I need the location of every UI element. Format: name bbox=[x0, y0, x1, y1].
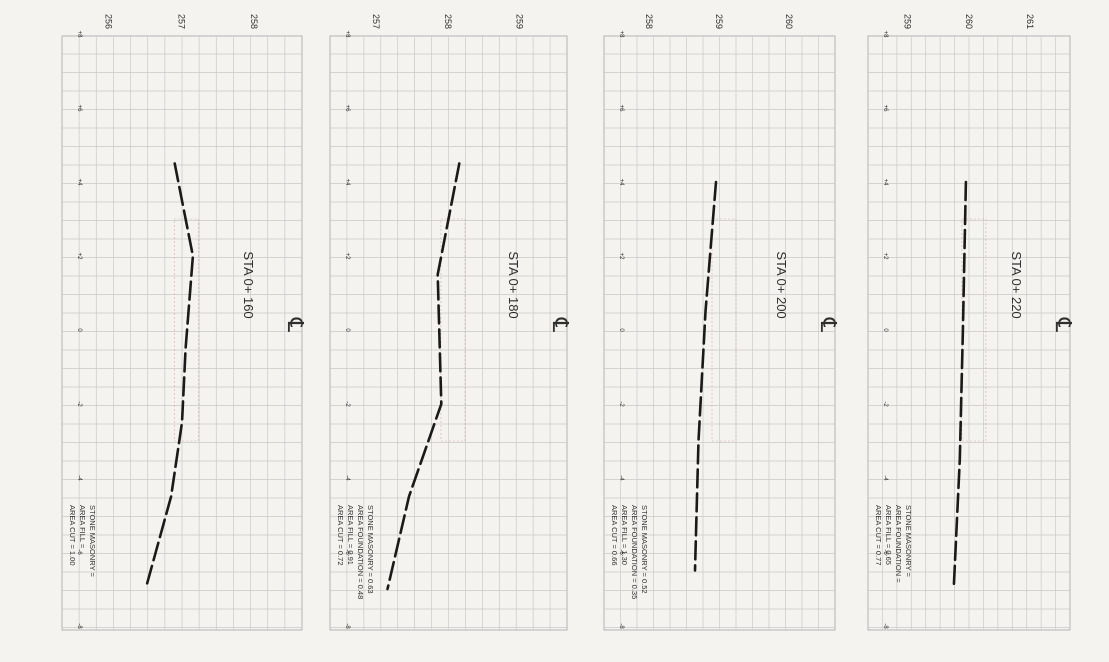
area-quantity-text: AREA CUT = 0.66 bbox=[610, 505, 619, 566]
offset-tick-label: +2 bbox=[618, 253, 624, 261]
offset-tick-label: +4 bbox=[618, 179, 624, 187]
elevation-tick-label: 259 bbox=[903, 14, 913, 29]
offset-tick-label: -6 bbox=[76, 549, 82, 555]
station-label: STA 0+ 160 bbox=[241, 251, 256, 318]
area-quantity-text: AREA FOUNDATION = 0.48 bbox=[356, 505, 365, 599]
offset-tick-label: -8 bbox=[882, 623, 888, 629]
offset-tick-label: -2 bbox=[344, 401, 350, 407]
offset-tick-label: +6 bbox=[882, 105, 888, 113]
offset-tick-label: -4 bbox=[344, 475, 350, 481]
offset-tick-label: -4 bbox=[882, 475, 888, 481]
centerline-symbol: ℄ bbox=[1051, 317, 1076, 333]
elevation-tick-label: 258 bbox=[249, 14, 259, 29]
offset-tick-label: -4 bbox=[618, 475, 624, 481]
area-quantity-text: STONE MASONRY = bbox=[904, 505, 913, 578]
cross-section-panel: 258 259 260 -8 -6 -4 -2 0 +2 +4 +6 +8 ℄ STA 0+ 200 ARE… bbox=[603, 14, 841, 631]
elevation-tick-label: 256 bbox=[104, 14, 114, 29]
offset-tick-label: 0 bbox=[882, 328, 888, 332]
elevation-tick-label: 257 bbox=[371, 14, 381, 29]
offset-tick-label: +4 bbox=[76, 179, 82, 187]
cross-section-panel: 256 257 258 -8 -6 -4 -2 0 +2 +4 +6 +8 ℄ STA 0+ 160 ARE… bbox=[61, 14, 308, 631]
elevation-tick-label: 258 bbox=[644, 14, 654, 29]
elevation-tick-label: 261 bbox=[1025, 14, 1035, 29]
offset-tick-label: -6 bbox=[882, 549, 888, 555]
area-quantity-text: AREA FOUNDATION = 0.35 bbox=[630, 505, 639, 599]
area-quantity-text: AREA CUT = 0.77 bbox=[874, 505, 883, 566]
offset-tick-label: +8 bbox=[882, 31, 888, 39]
ground-profile-line bbox=[386, 162, 461, 591]
structure-outline bbox=[961, 218, 987, 442]
offset-tick-label: 0 bbox=[618, 328, 624, 332]
elevation-tick-label: 258 bbox=[443, 14, 453, 29]
offset-tick-label: -2 bbox=[618, 401, 624, 407]
offset-tick-label: 0 bbox=[344, 328, 350, 332]
offset-tick-label: +8 bbox=[344, 31, 350, 39]
ground-profile-line bbox=[144, 162, 195, 591]
offset-tick-label: +4 bbox=[344, 179, 350, 187]
offset-tick-label: +4 bbox=[882, 179, 888, 187]
elevation-tick-label: 257 bbox=[176, 14, 186, 29]
offset-tick-label: 0 bbox=[76, 328, 82, 332]
area-quantity-text: AREA FILL = 0.65 bbox=[884, 505, 893, 565]
offset-tick-label: -4 bbox=[76, 475, 82, 481]
structure-outline bbox=[711, 218, 737, 442]
area-quantity-text: AREA FILL = 1.30 bbox=[620, 505, 629, 565]
cross-section-panel: 259 260 261 -8 -6 -4 -2 0 +2 +4 +6 +8 ℄ STA 0+ 220 ARE… bbox=[867, 14, 1076, 631]
offset-tick-label: +6 bbox=[618, 105, 624, 113]
offset-tick-label: +6 bbox=[76, 105, 82, 113]
offset-tick-label: +2 bbox=[882, 253, 888, 261]
area-quantity-text: STONE MASONRY = 0.63 bbox=[366, 505, 375, 594]
elevation-tick-label: 260 bbox=[784, 14, 794, 29]
offset-tick-label: +2 bbox=[76, 253, 82, 261]
ground-profile-line bbox=[693, 180, 718, 572]
offset-tick-label: +2 bbox=[344, 253, 350, 261]
area-quantity-text: STONE MASONRY = bbox=[88, 505, 97, 578]
elevation-tick-label: 259 bbox=[515, 14, 525, 29]
centerline-symbol: ℄ bbox=[816, 317, 841, 333]
offset-tick-label: +8 bbox=[76, 31, 82, 39]
station-label: STA 0+ 220 bbox=[1009, 251, 1024, 318]
ground-profile-line bbox=[952, 180, 968, 591]
station-label: STA 0+ 200 bbox=[774, 251, 789, 318]
offset-tick-label: -6 bbox=[344, 549, 350, 555]
area-quantity-text: AREA FOUNDATION = bbox=[894, 505, 903, 583]
centerline-symbol: ℄ bbox=[548, 317, 573, 333]
offset-tick-label: -2 bbox=[76, 401, 82, 407]
offset-tick-label: -2 bbox=[882, 401, 888, 407]
area-quantity-text: AREA CUT = 0.72 bbox=[336, 505, 345, 566]
area-quantity-text: AREA FILL = bbox=[78, 505, 87, 549]
area-quantity-text: STONE MASONRY = 0.52 bbox=[640, 505, 649, 594]
offset-tick-label: -8 bbox=[76, 623, 82, 629]
area-quantity-text: AREA FILL = 0.91 bbox=[346, 505, 355, 565]
structure-outline bbox=[440, 218, 466, 442]
offset-tick-label: +8 bbox=[618, 31, 624, 39]
offset-tick-label: -6 bbox=[618, 549, 624, 555]
offset-tick-label: -8 bbox=[344, 623, 350, 629]
offset-tick-label: +6 bbox=[344, 105, 350, 113]
cross-section-panel: 257 258 259 -8 -6 -4 -2 0 +2 +4 +6 +8 ℄ STA 0+ 180 ARE… bbox=[329, 14, 573, 631]
area-quantity-text: AREA CUT = 1.00 bbox=[68, 505, 77, 566]
station-label: STA 0+ 180 bbox=[506, 251, 521, 318]
offset-tick-label: -8 bbox=[618, 623, 624, 629]
elevation-tick-label: 259 bbox=[714, 14, 724, 29]
centerline-symbol: ℄ bbox=[283, 317, 308, 333]
elevation-tick-label: 260 bbox=[964, 14, 974, 29]
